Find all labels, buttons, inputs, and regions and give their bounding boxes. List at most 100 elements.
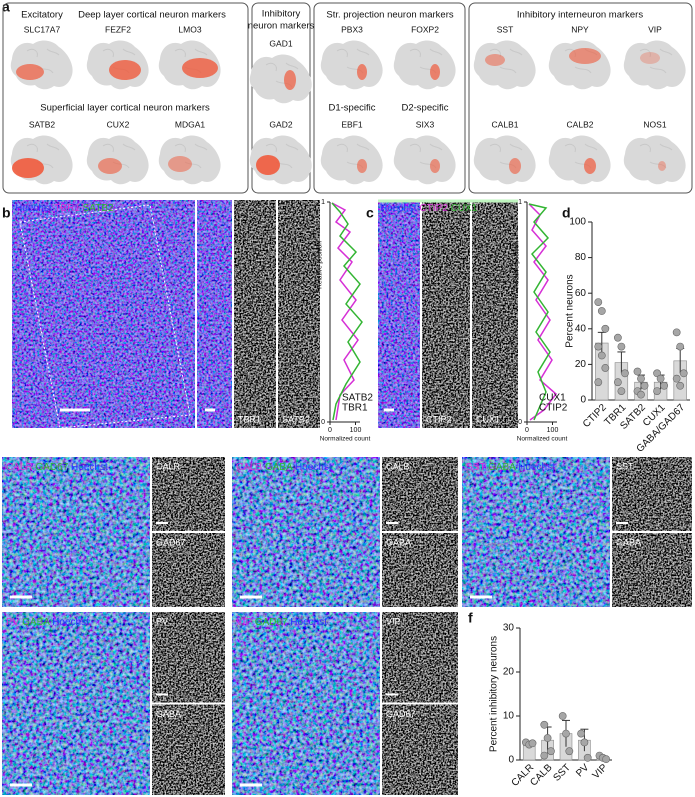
expression <box>109 60 141 80</box>
panel-a: a Excitatory Deep layer cortical neuron … <box>2 0 693 194</box>
expression <box>430 64 440 80</box>
channel-label: SATB2 <box>282 414 310 424</box>
data-point <box>540 751 549 760</box>
group-title: Excitatory <box>21 10 63 21</box>
image <box>612 457 692 531</box>
channel-label: CTIP2 <box>426 414 452 424</box>
stain: TBR1 <box>54 203 80 214</box>
y-tick-label: 80 <box>575 252 587 263</box>
expression <box>182 58 218 78</box>
expression <box>98 158 122 174</box>
image <box>382 704 458 795</box>
expression <box>430 159 440 173</box>
channel-label: CALR <box>156 461 181 471</box>
box <box>468 2 693 194</box>
data-point <box>594 298 603 306</box>
image <box>378 200 420 428</box>
legend-label: SATB2 <box>342 393 373 404</box>
axis-label: Relative position <box>317 241 324 289</box>
marker-label: NOS1 <box>643 119 666 129</box>
marker-label: PBX3 <box>341 24 363 34</box>
marker-label: SIX3 <box>416 119 435 129</box>
marker-label: SST <box>497 24 514 34</box>
channel-label: CUX1 <box>476 414 500 424</box>
stain: Hoechst <box>15 203 52 214</box>
roi <box>19 204 191 429</box>
stain: PV <box>6 617 20 628</box>
y-tick-label: 10 <box>503 711 515 722</box>
profile-line <box>528 203 558 421</box>
data-point <box>583 753 592 762</box>
marker-label: GAD1 <box>269 38 292 48</box>
expression <box>12 158 44 178</box>
marker-label: FEZF2 <box>105 24 131 34</box>
marker-label: GAD2 <box>269 119 292 129</box>
expression <box>357 64 367 80</box>
y-tick-label: 40 <box>575 323 587 334</box>
y-tick-label: 60 <box>575 288 587 299</box>
expression <box>485 54 505 66</box>
data-point <box>653 369 661 378</box>
data-point <box>676 342 685 351</box>
data-point <box>594 378 603 387</box>
image <box>232 612 380 795</box>
image <box>12 200 195 428</box>
image <box>152 533 225 607</box>
image <box>382 457 458 531</box>
panel-c: c Hoechst CTIP2 CUX1 CTIP2 CUX1 <box>366 199 558 428</box>
group-title: Deep layer cortical neuron markers <box>78 10 226 21</box>
stain: CUX1 <box>451 203 478 214</box>
marker-label: VIP <box>648 24 662 34</box>
marker-label: EBF1 <box>341 119 363 129</box>
expression <box>256 155 280 175</box>
data-point <box>543 734 552 742</box>
axis-label: Normalized count <box>320 436 371 443</box>
marker-label: NPY <box>571 24 589 34</box>
axis-label: Percent inhibitory neurons <box>489 636 500 752</box>
profile-line <box>331 202 359 421</box>
image <box>472 200 518 428</box>
channel-label: VIP <box>386 616 401 626</box>
channel-label: GAD67 <box>386 709 416 719</box>
marker-label: CALB1 <box>492 119 519 129</box>
stain: GABA <box>22 617 50 628</box>
group-title: Str. projection neuron markers <box>326 10 454 21</box>
group-title: Superficial layer cortical neuron marker… <box>40 103 210 114</box>
data-point <box>637 374 645 383</box>
data-point <box>672 374 681 383</box>
data-point <box>617 387 626 395</box>
data-point <box>621 369 629 378</box>
data-point <box>653 387 661 395</box>
panel-label: a <box>2 0 10 15</box>
data-point <box>679 369 688 378</box>
y-tick-label: 30 <box>503 623 515 634</box>
expression <box>16 64 44 80</box>
tick-label: 0 <box>525 427 529 434</box>
legend-label: TBR1 <box>342 403 368 414</box>
expression <box>168 156 192 172</box>
tick-label: 0 <box>321 419 325 426</box>
stain: SATB2 <box>83 203 114 214</box>
expression <box>640 52 660 64</box>
y-tick-label: 100 <box>569 217 586 228</box>
image <box>422 200 470 428</box>
image <box>2 612 150 795</box>
y-tick-label: 0 <box>508 755 514 766</box>
marker-label: LMO3 <box>178 24 201 34</box>
stain-label: SST GABA Hoechst <box>466 462 555 473</box>
data-point <box>672 328 681 337</box>
stain: GAD67 <box>35 462 68 473</box>
panel-label: b <box>2 205 11 221</box>
stain: Hoechst <box>290 617 327 628</box>
expression <box>658 161 666 171</box>
data-point <box>580 738 589 747</box>
image <box>2 457 150 607</box>
image <box>278 200 320 428</box>
data-point <box>601 364 610 372</box>
expression <box>569 48 601 64</box>
stain: GABA <box>265 462 293 473</box>
data-point <box>597 307 606 315</box>
profile-line <box>331 202 363 421</box>
